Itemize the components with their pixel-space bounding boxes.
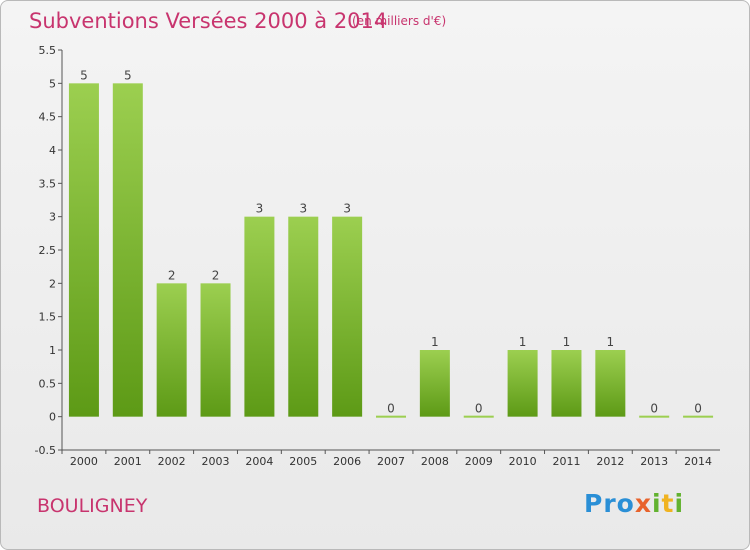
data-label: 0 [387, 402, 395, 416]
x-tick-label: 2003 [202, 455, 230, 468]
x-tick-label: 2005 [289, 455, 317, 468]
data-label: 5 [80, 68, 88, 82]
data-label: 0 [694, 402, 702, 416]
bar [156, 283, 187, 417]
x-tick-label: 2007 [377, 455, 405, 468]
y-tick-label: 3.5 [39, 177, 57, 190]
y-tick-label: 4.5 [39, 111, 57, 124]
x-tick-label: 2002 [158, 455, 186, 468]
logo-part: i [674, 489, 685, 518]
logo-part: Pro [584, 489, 635, 518]
data-label: 1 [519, 335, 527, 349]
bar [68, 83, 99, 417]
data-label: 2 [212, 268, 220, 282]
data-label: 1 [563, 335, 571, 349]
y-tick-label: 1.5 [39, 311, 57, 324]
logo-part: t [661, 489, 675, 518]
y-tick-label: 0 [49, 411, 56, 424]
x-tick-label: 2009 [465, 455, 493, 468]
bar [200, 283, 231, 417]
commune-name: BOULIGNEY [37, 495, 148, 517]
data-label: 1 [607, 335, 615, 349]
data-label: 5 [124, 68, 132, 82]
bar [332, 216, 363, 417]
y-tick-label: 1 [49, 344, 56, 357]
data-label: 3 [299, 202, 307, 216]
y-tick-label: 5 [49, 77, 56, 90]
data-label: 3 [343, 202, 351, 216]
y-tick-label: 3 [49, 211, 56, 224]
x-tick-label: 2010 [509, 455, 537, 468]
bar [507, 350, 538, 417]
bar [463, 415, 494, 418]
data-label: 0 [475, 402, 483, 416]
y-tick-label: 0.5 [39, 377, 57, 390]
logo-part: i [651, 489, 662, 518]
proxiti-logo: Proxiti [584, 489, 684, 518]
y-tick-label: 5.5 [39, 44, 57, 57]
data-label: 1 [431, 335, 439, 349]
data-label: 2 [168, 268, 176, 282]
x-tick-label: 2012 [596, 455, 624, 468]
bar [639, 415, 670, 418]
bar [112, 83, 143, 417]
data-label: 3 [256, 202, 264, 216]
bar [551, 350, 582, 417]
x-tick-label: 2001 [114, 455, 142, 468]
x-tick-label: 2008 [421, 455, 449, 468]
bar [595, 350, 626, 417]
chart-subtitle: (en milliers d'€) [352, 14, 447, 28]
x-tick-label: 2013 [640, 455, 668, 468]
chart-title: Subventions Versées 2000 à 2014 [29, 9, 388, 33]
logo-part: x [634, 489, 652, 518]
x-tick-label: 2011 [552, 455, 580, 468]
y-tick-label: 2 [49, 277, 56, 290]
x-tick-label: 2006 [333, 455, 361, 468]
x-tick-label: 2014 [684, 455, 712, 468]
y-tick-label: 4 [49, 144, 56, 157]
bar [376, 415, 406, 418]
y-tick-label: -0.5 [35, 444, 56, 457]
x-tick-label: 2000 [70, 455, 98, 468]
bar [244, 216, 275, 417]
data-label: 0 [650, 402, 658, 416]
x-tick-label: 2004 [245, 455, 273, 468]
bar [419, 350, 450, 417]
bar [288, 216, 319, 417]
y-tick-label: 2.5 [39, 244, 57, 257]
bar [683, 415, 714, 418]
